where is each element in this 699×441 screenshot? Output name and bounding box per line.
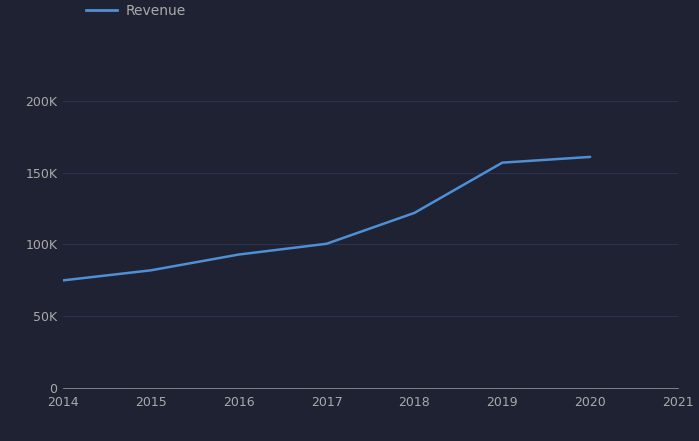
Legend: Revenue: Revenue [82,0,189,22]
